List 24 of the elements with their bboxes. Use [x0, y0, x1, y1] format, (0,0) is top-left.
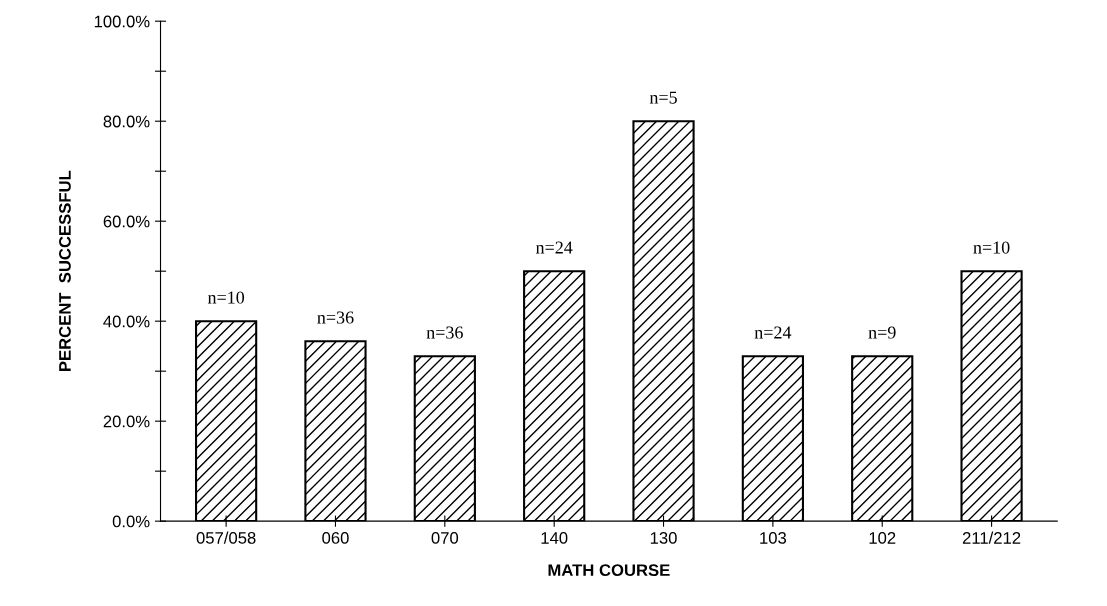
y-tick-label: 20.0% [103, 415, 150, 428]
x-tick-label: 103 [760, 532, 787, 544]
y-tick-label: 0.0% [112, 515, 150, 528]
x-tick-label: 057/058 [196, 531, 256, 544]
x-tick-label: 211/212 [962, 531, 1021, 544]
annotation: n=24 [535, 241, 573, 254]
y-axis-title: PERCENT SUCCESSFUL [59, 170, 71, 372]
annotation: n=36 [426, 326, 463, 339]
x-tick-label: 102 [869, 532, 896, 544]
annotation: n=24 [754, 326, 792, 339]
y-tick-label: 40.0% [103, 315, 150, 328]
annotation: n=5 [649, 91, 677, 104]
annotation: n=10 [973, 241, 1010, 254]
x-tick-label: 070 [431, 532, 459, 544]
y-tick-label: 80.0% [103, 115, 150, 128]
x-tick-label: 140 [541, 532, 568, 544]
annotation: n=36 [317, 311, 354, 324]
annotation: n=10 [207, 291, 245, 304]
y-tick-label: 60.0% [103, 215, 150, 228]
x-tick-label: 130 [650, 532, 677, 544]
y-tick-label: 100.0% [94, 15, 150, 28]
x-axis-title: MATH COURSE [548, 564, 670, 577]
annotation: n=9 [868, 326, 896, 339]
x-tick-label: 060 [322, 532, 349, 544]
